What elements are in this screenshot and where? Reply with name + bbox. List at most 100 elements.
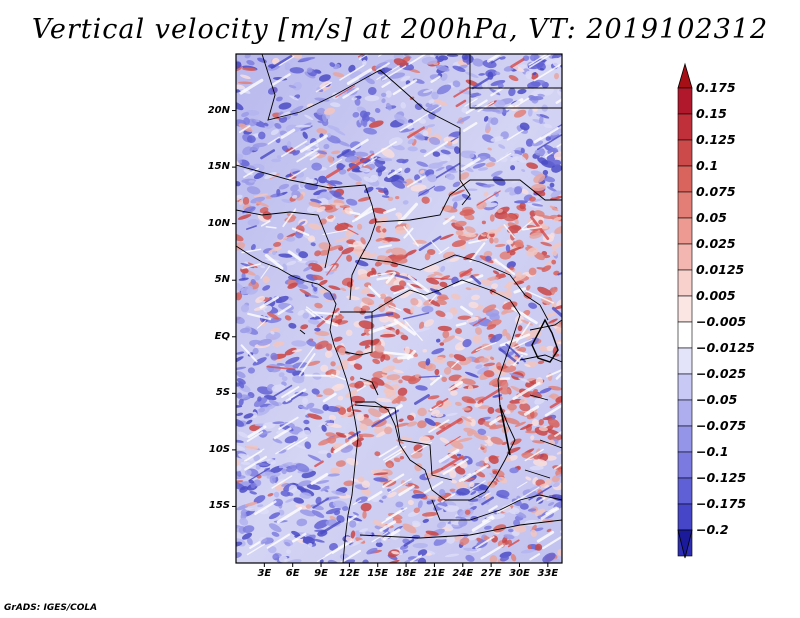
field-cell <box>446 535 455 544</box>
field-cell <box>389 261 399 268</box>
field-streak <box>560 64 562 68</box>
field-cell <box>329 516 337 521</box>
field-streak <box>544 404 562 417</box>
field-cell <box>400 102 406 109</box>
field-cell <box>372 358 381 365</box>
field-cell <box>269 475 276 484</box>
field-cell <box>323 143 330 150</box>
field-cell <box>299 288 312 296</box>
field-cell <box>308 201 322 208</box>
field-cell <box>285 498 295 503</box>
field-cell <box>547 418 560 428</box>
field-cell <box>483 116 489 122</box>
field-cell <box>506 261 516 269</box>
field-streak <box>442 215 455 225</box>
field-cell <box>514 200 528 204</box>
field-cell <box>519 398 528 405</box>
field-cell <box>273 241 282 247</box>
field-cell <box>456 487 470 496</box>
field-streak <box>477 387 503 404</box>
field-cell <box>461 193 472 201</box>
field-cell <box>248 180 255 183</box>
field-streak <box>383 207 396 214</box>
field-cell <box>459 172 470 180</box>
field-cell <box>519 122 530 131</box>
field-cell <box>363 176 374 183</box>
field-cell <box>286 465 298 473</box>
field-cell <box>427 273 437 278</box>
field-streak <box>349 401 359 409</box>
field-streak <box>503 224 516 239</box>
field-streak <box>505 98 524 111</box>
field-cell <box>332 194 345 200</box>
field-cell <box>475 364 483 369</box>
field-cell <box>253 454 261 462</box>
field-cell <box>425 358 431 366</box>
field-cell <box>322 404 329 411</box>
field-cell <box>236 153 244 161</box>
field-cell <box>410 298 419 306</box>
field-cell <box>351 450 356 455</box>
field-cell <box>271 531 280 537</box>
field-cell <box>245 444 259 451</box>
field-cell <box>310 242 316 247</box>
field-cell <box>306 484 321 490</box>
field-cell <box>550 301 557 309</box>
field-cell <box>509 467 519 474</box>
field-cell <box>506 225 522 234</box>
field-cell <box>530 435 535 440</box>
field-streak <box>265 226 277 229</box>
field-cell <box>428 299 441 307</box>
field-cell <box>249 491 257 495</box>
field-cell <box>299 492 312 499</box>
field-streak <box>243 167 259 178</box>
field-cell <box>291 349 303 353</box>
field-cell <box>254 406 270 416</box>
field-streak <box>464 98 478 107</box>
border-sahel-1 <box>236 164 377 301</box>
field-cell <box>514 525 527 533</box>
field-cell <box>546 154 556 162</box>
field-cell <box>525 476 532 481</box>
field-cell <box>288 274 301 281</box>
field-cell <box>350 539 365 547</box>
field-cell <box>513 274 527 282</box>
field-cell <box>271 384 286 392</box>
lon-label: 15E <box>367 568 389 579</box>
field-cell <box>506 239 514 245</box>
colorbar-top-arrow <box>677 62 693 89</box>
colorbar-swatch <box>677 503 693 531</box>
field-cell <box>483 191 489 197</box>
field-streak <box>322 229 348 236</box>
field-cell <box>253 193 269 198</box>
field-cell <box>509 266 514 270</box>
field-streak <box>472 317 487 327</box>
field-cell <box>417 420 427 429</box>
field-cell <box>537 93 545 97</box>
field-cell <box>241 532 253 540</box>
lat-label: EQ <box>214 330 230 342</box>
field-cell <box>549 205 559 212</box>
field-cell <box>338 407 347 416</box>
field-cell <box>477 366 489 375</box>
field-cell <box>442 335 455 343</box>
field-cell <box>533 173 546 184</box>
lon-label: 3E <box>257 568 272 579</box>
field-cell <box>236 194 243 202</box>
border-zambia <box>431 494 562 521</box>
colorbar-label: −0.005 <box>696 314 747 329</box>
field-cell <box>419 169 425 174</box>
field-cell <box>529 232 543 239</box>
field-cell <box>354 286 360 290</box>
field-cell <box>458 375 467 381</box>
field-streak <box>339 549 361 563</box>
field-cell <box>290 184 300 192</box>
field-streak <box>277 305 292 315</box>
field-streak <box>556 142 562 148</box>
field-cell <box>339 169 347 175</box>
field-streak <box>431 397 449 410</box>
field-streak <box>280 140 308 158</box>
field-cell <box>284 347 297 356</box>
field-cell <box>276 155 283 159</box>
field-cell <box>435 537 450 540</box>
